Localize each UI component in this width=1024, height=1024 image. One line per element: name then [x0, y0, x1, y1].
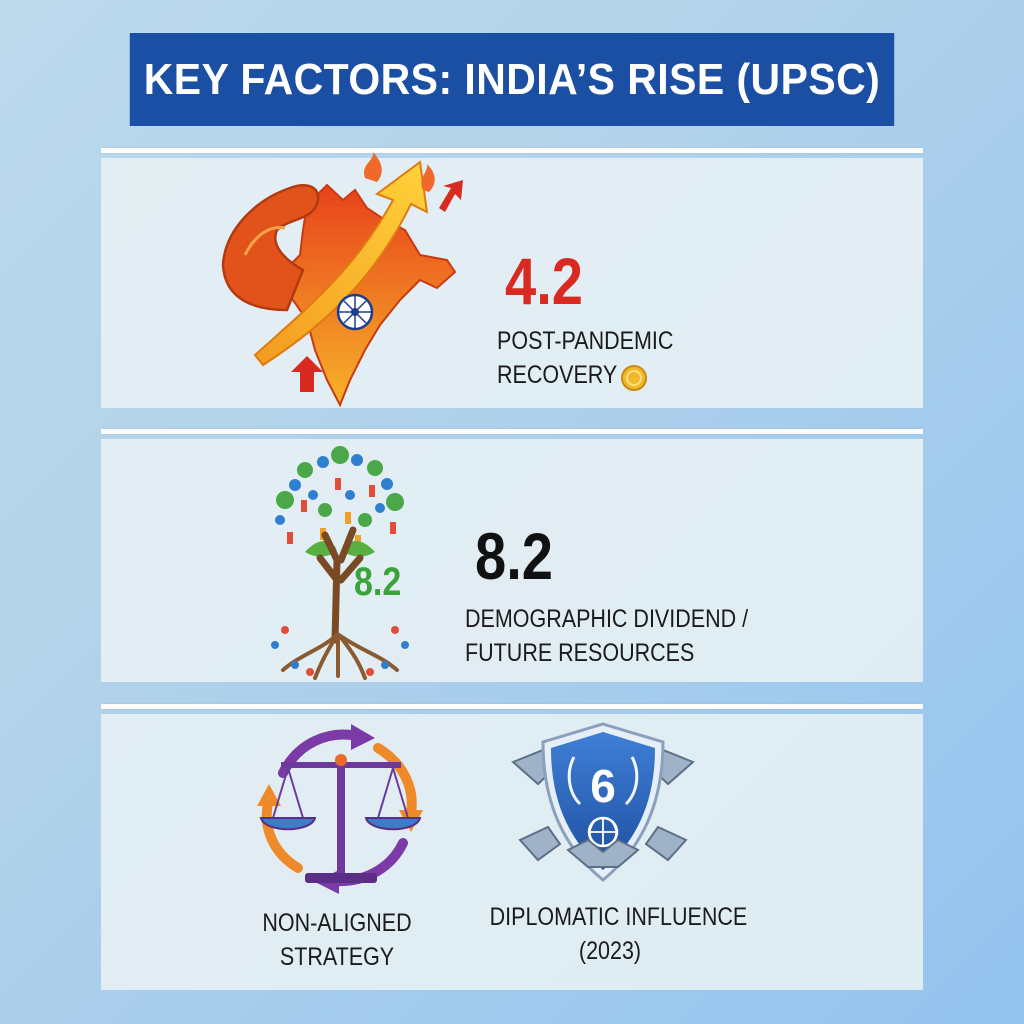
demographic-label-line1: DEMOGRAPHIC DIVIDEND / [465, 605, 749, 633]
influence-label-line2: (2023) [578, 937, 642, 965]
balance-scale-cycle-icon [257, 724, 423, 894]
recovery-stat-value: 4.2 [505, 244, 583, 318]
recovery-label-line1: POST-PANDEMIC [497, 327, 674, 355]
page-title: KEY FACTORS: INDIA’S RISE (UPSC) [129, 33, 895, 126]
demographic-label-line2: FUTURE RESOURCES [465, 639, 695, 667]
factor-panel-strategy [101, 714, 923, 990]
section-divider [101, 148, 923, 153]
demographic-stat-value: 8.2 [475, 519, 553, 593]
flexing-india-map-with-growth-arrow-icon [221, 152, 463, 408]
tree-stat-value: 8.2 [354, 560, 402, 604]
gold-coin-icon [621, 365, 647, 391]
section-divider [101, 704, 923, 709]
influence-number: 6 [590, 760, 616, 812]
shield-handshake-icon: 6 [511, 722, 695, 882]
strategy-label-line2: STRATEGY [279, 943, 395, 971]
recovery-label-line2: RECOVERY [497, 361, 618, 389]
strategy-label-line1: NON-ALIGNED [262, 909, 412, 937]
factor-panel-demographic [101, 439, 923, 682]
people-tree-icon [271, 446, 409, 680]
influence-label-line1: DIPLOMATIC INFLUENCE [489, 903, 748, 931]
section-divider [101, 429, 923, 434]
